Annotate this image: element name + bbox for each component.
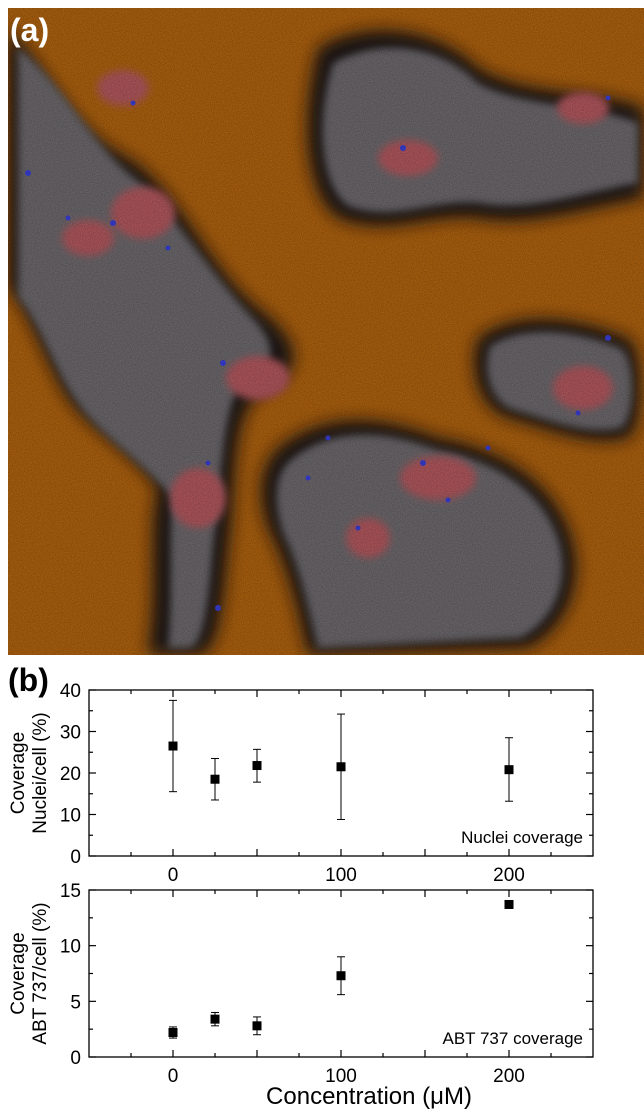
y-axis-label-line: Nuclei/cell (%) bbox=[30, 712, 51, 833]
data-point bbox=[504, 899, 514, 909]
x-tick-label: 100 bbox=[325, 865, 357, 886]
data-point bbox=[336, 971, 346, 981]
data-point bbox=[168, 741, 178, 751]
abt737-coverage-chart: 0 100 200 0 5 10 15 Coverage ABT 737/cell (%) ABT… bbox=[8, 881, 594, 1087]
y-tick-label: 0 bbox=[70, 1048, 81, 1069]
y-tick-label: 20 bbox=[60, 764, 81, 785]
micrograph-svg bbox=[8, 8, 644, 655]
data-point bbox=[210, 1014, 220, 1024]
x-axis-label: Concentration (μM) bbox=[266, 1083, 472, 1110]
series-annotation: ABT 737 coverage bbox=[443, 1029, 584, 1048]
panel-label-b: (b) bbox=[8, 662, 49, 698]
data-point bbox=[252, 761, 262, 771]
y-tick-label: 10 bbox=[60, 806, 81, 827]
series-annotation: Nuclei coverage bbox=[461, 828, 583, 847]
data-point bbox=[210, 774, 220, 784]
y-axis-label-line: ABT 737/cell (%) bbox=[30, 902, 51, 1044]
x-tick-label: 0 bbox=[168, 865, 179, 886]
x-tick-label: 100 bbox=[325, 1066, 357, 1087]
y-tick-label: 10 bbox=[60, 937, 81, 958]
x-tick-label: 0 bbox=[168, 1066, 179, 1087]
y-tick-label: 5 bbox=[70, 992, 81, 1013]
y-axis-label-line: Coverage bbox=[8, 932, 29, 1014]
micrograph-image bbox=[8, 8, 644, 655]
x-tick-label: 200 bbox=[493, 865, 525, 886]
y-axis-label-line: Coverage bbox=[8, 732, 29, 814]
y-tick-label: 15 bbox=[60, 881, 81, 902]
nuclei-coverage-chart: 0 100 200 0 10 20 30 40 Coverage Nuclei/cell (%) N… bbox=[8, 681, 594, 886]
panel-label-a: (a) bbox=[10, 12, 50, 48]
data-point bbox=[504, 765, 514, 775]
data-point bbox=[336, 762, 346, 772]
y-tick-label: 0 bbox=[70, 847, 81, 868]
y-tick-label: 30 bbox=[60, 723, 81, 744]
x-tick-label: 200 bbox=[493, 1066, 525, 1087]
image-grain bbox=[8, 8, 644, 655]
y-tick-label: 40 bbox=[60, 681, 81, 702]
data-point bbox=[168, 1028, 178, 1038]
data-point bbox=[252, 1021, 262, 1031]
